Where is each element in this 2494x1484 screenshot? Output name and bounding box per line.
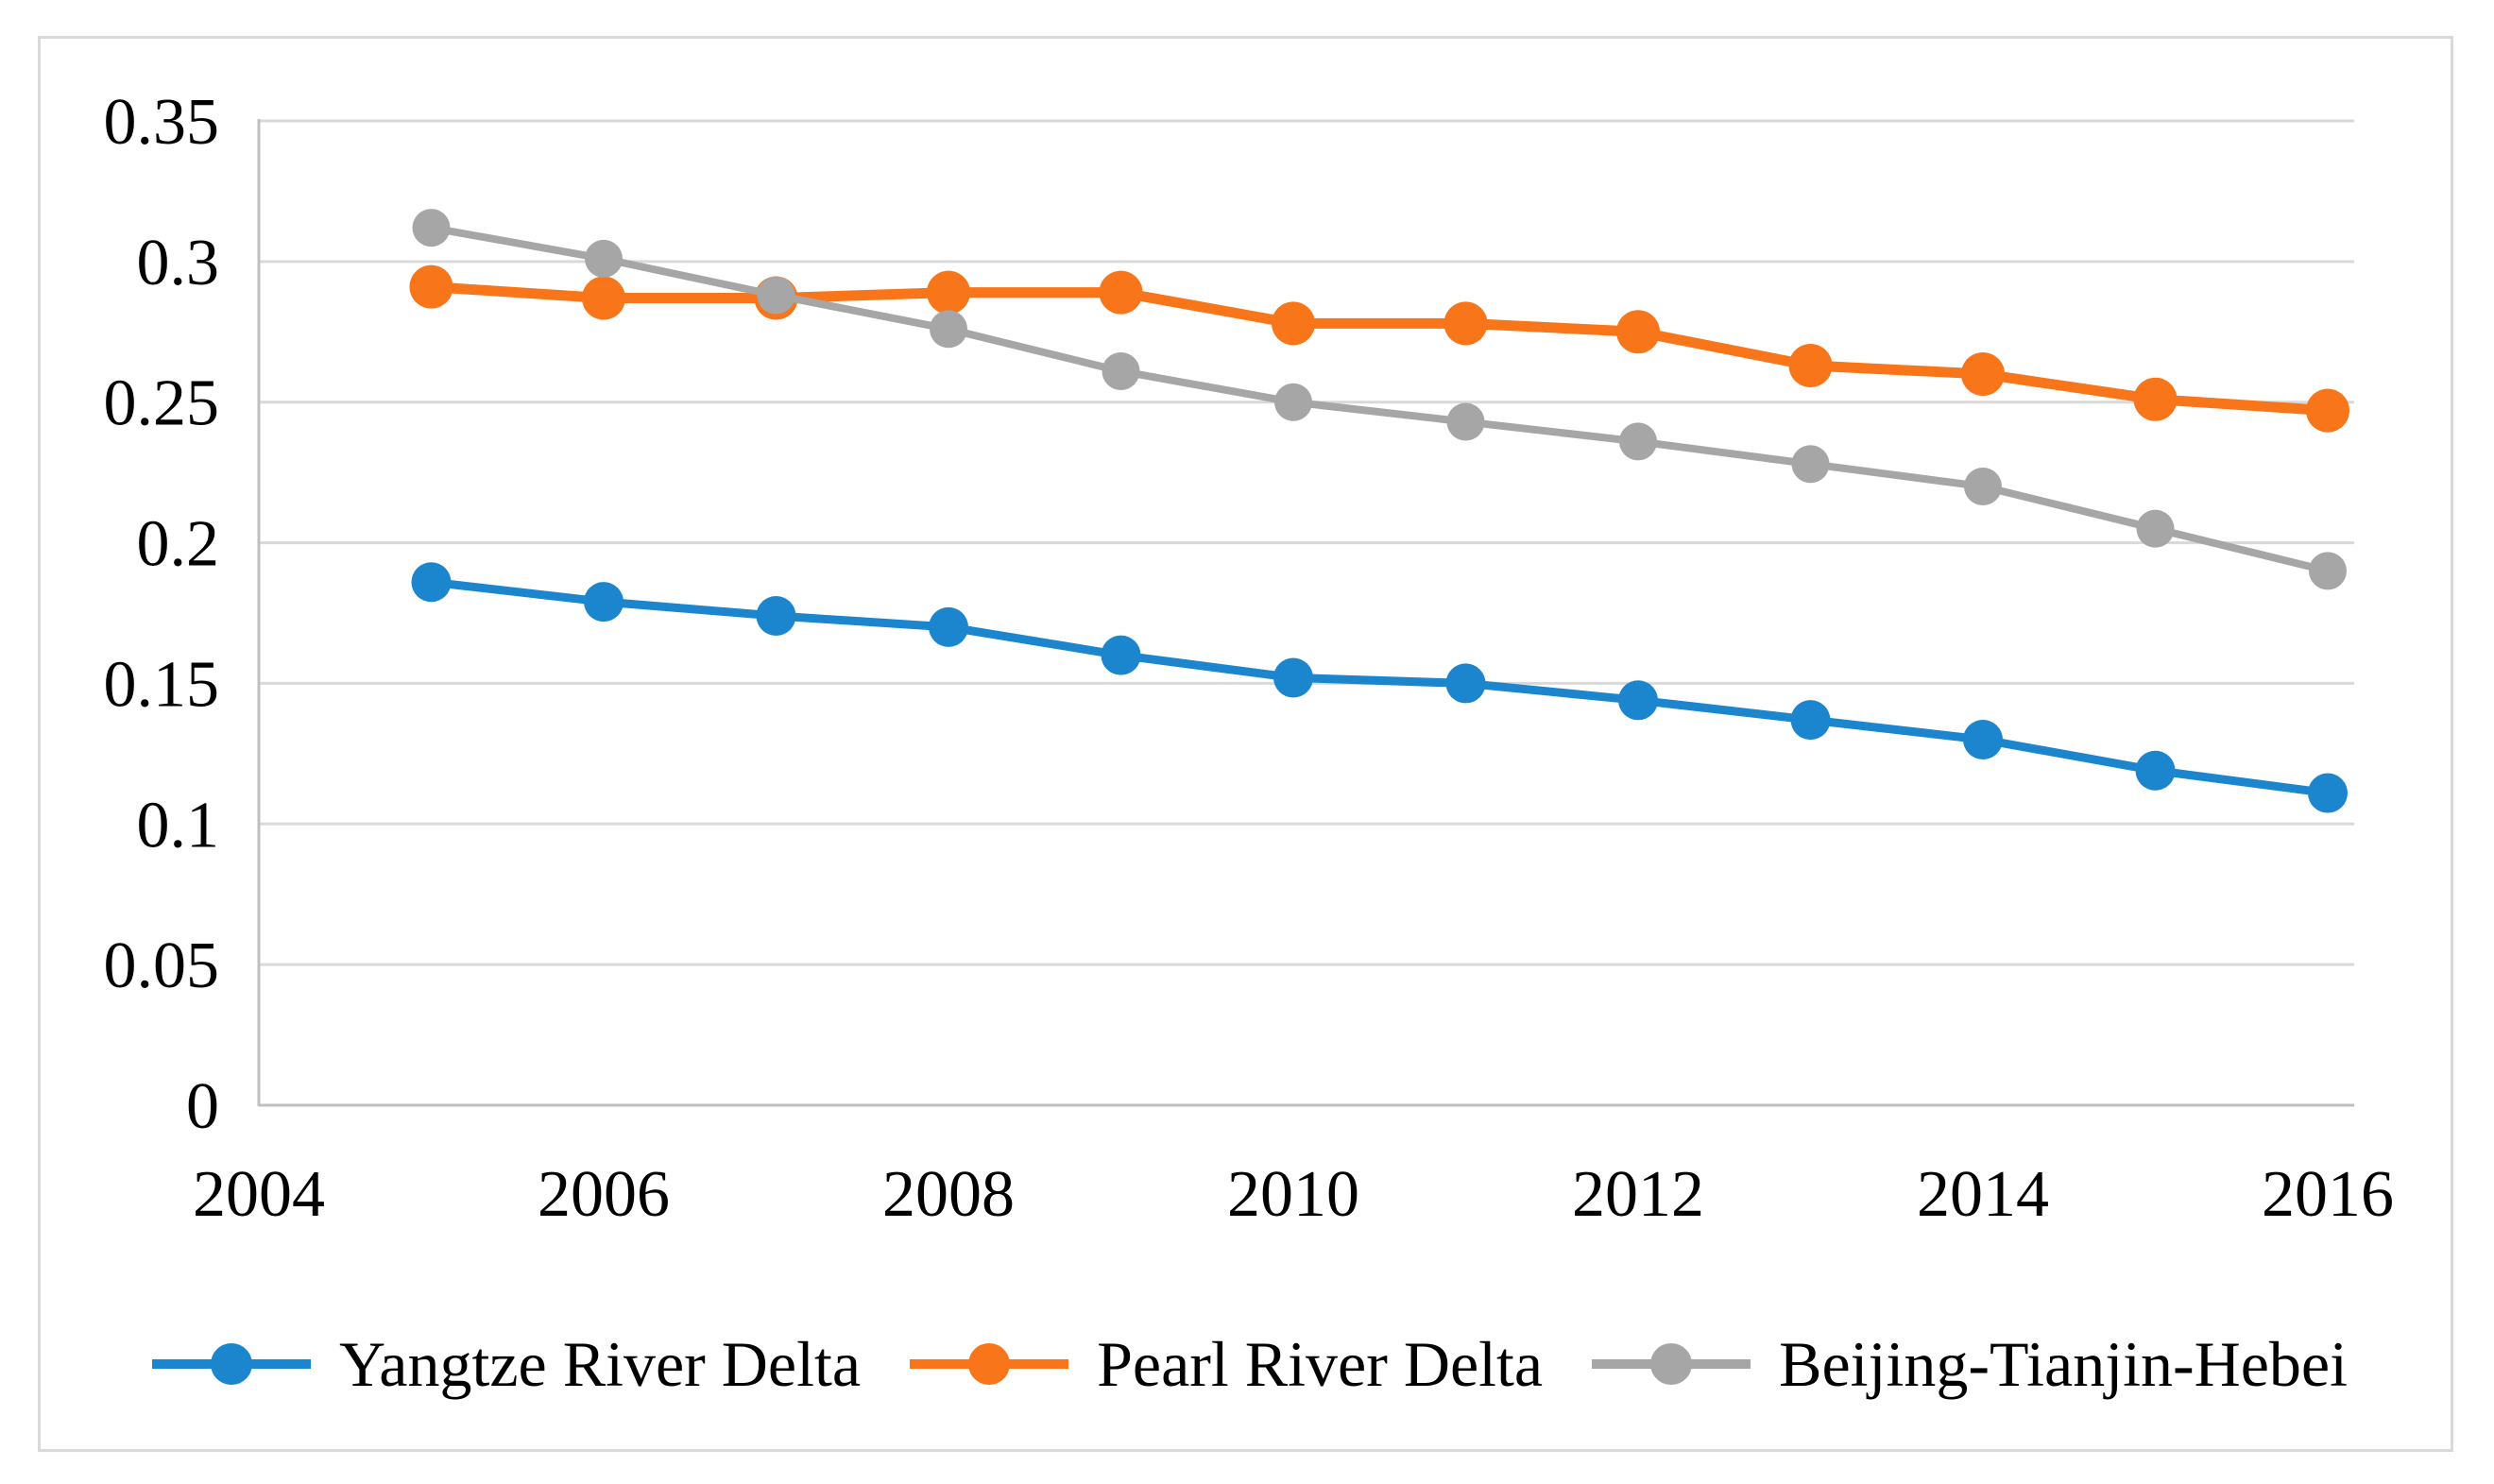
x-axis-labels: 2004 2006 2008 2010 2012 2014 2016 — [193, 1158, 2394, 1231]
data-point-beijing-tianjin-hebei-2008 — [930, 310, 967, 349]
x-tick-label: 2008 — [882, 1158, 1015, 1231]
gridlines — [259, 119, 2354, 1107]
x-tick-label: 2014 — [1917, 1158, 2049, 1231]
legend-dot — [968, 1343, 1011, 1385]
data-point-yangtze-river-delta-2016 — [2308, 773, 2348, 813]
legend-item-beijing-tianjin-hebei: Beijing-Tianjin-Hebei — [1586, 1332, 2348, 1396]
legend-item-yangtze-river-delta: Yangtze River Delta — [146, 1332, 861, 1396]
data-point-pearl-river-delta-2012 — [1616, 310, 1660, 354]
legend-marker-yangtze-river-delta — [151, 1343, 311, 1385]
data-point-beijing-tianjin-hebei-2015 — [2136, 509, 2175, 548]
chart-legend: Yangtze River Delta Pearl River Delta Beij… — [0, 1311, 2494, 1417]
x-tick-label: 2006 — [538, 1158, 670, 1231]
legend-label: Beijing-Tianjin-Hebei — [1779, 1328, 2348, 1400]
series-line-beijing-tianjin-hebei — [430, 224, 2329, 575]
data-point-beijing-tianjin-hebei-2009 — [1102, 351, 1140, 390]
y-tick-label: 0.2 — [137, 508, 220, 581]
y-tick-label: 0.1 — [137, 789, 220, 861]
data-point-pearl-river-delta-2005 — [409, 264, 453, 309]
x-tick-label: 2016 — [2262, 1158, 2394, 1231]
data-point-pearl-river-delta-2015 — [2133, 377, 2178, 421]
y-axis-labels: 0 0.05 0.1 0.15 0.2 0.25 0.3 0.35 — [104, 86, 220, 1143]
series-pearl-river-delta — [409, 264, 2349, 433]
legend-dot — [1650, 1343, 1693, 1385]
data-point-pearl-river-delta-2010 — [1272, 301, 1315, 346]
y-tick-label: 0.05 — [104, 930, 220, 1002]
y-tick-label: 0 — [186, 1070, 219, 1143]
y-tick-label: 0.35 — [104, 86, 220, 159]
data-point-beijing-tianjin-hebei-2011 — [1446, 402, 1485, 441]
data-point-pearl-river-delta-2013 — [1788, 344, 1833, 388]
data-point-pearl-river-delta-2009 — [1099, 270, 1143, 315]
data-point-beijing-tianjin-hebei-2005 — [412, 209, 451, 247]
y-tick-label: 0.25 — [104, 367, 220, 440]
y-tick-label: 0.3 — [137, 227, 220, 299]
x-tick-label: 2004 — [193, 1158, 325, 1231]
data-point-yangtze-river-delta-2015 — [2135, 750, 2176, 791]
series-beijing-tianjin-hebei — [412, 209, 2347, 590]
series-yangtze-river-delta — [411, 562, 2348, 813]
data-point-beijing-tianjin-hebei-2012 — [1619, 422, 1657, 461]
data-point-yangtze-river-delta-2007 — [756, 595, 796, 636]
data-point-pearl-river-delta-2016 — [2306, 388, 2349, 433]
series-line-pearl-river-delta — [431, 281, 2329, 417]
data-point-beijing-tianjin-hebei-2014 — [1964, 468, 2002, 506]
data-point-beijing-tianjin-hebei-2016 — [2309, 552, 2347, 590]
legend-label: Yangtze River Delta — [338, 1328, 862, 1400]
data-point-pearl-river-delta-2014 — [1961, 351, 2005, 396]
legend-item-pearl-river-delta: Pearl River Delta — [904, 1332, 1543, 1396]
legend-marker-pearl-river-delta — [910, 1343, 1069, 1385]
data-point-pearl-river-delta-2006 — [582, 276, 625, 320]
data-point-yangtze-river-delta-2010 — [1273, 657, 1313, 698]
series-line-yangtze-river-delta — [430, 577, 2329, 797]
data-point-yangtze-river-delta-2006 — [584, 582, 624, 623]
data-point-beijing-tianjin-hebei-2006 — [585, 239, 623, 278]
x-tick-label: 2010 — [1227, 1158, 1359, 1231]
data-point-beijing-tianjin-hebei-2010 — [1274, 383, 1312, 421]
data-point-yangtze-river-delta-2013 — [1790, 700, 1831, 741]
data-point-yangtze-river-delta-2005 — [411, 562, 452, 603]
data-point-yangtze-river-delta-2012 — [1618, 680, 1658, 721]
data-point-yangtze-river-delta-2011 — [1445, 663, 1486, 704]
x-tick-label: 2012 — [1572, 1158, 1704, 1231]
y-tick-label: 0.15 — [104, 648, 220, 721]
data-point-pearl-river-delta-2008 — [927, 270, 970, 315]
legend-label: Pearl River Delta — [1097, 1328, 1544, 1400]
data-point-yangtze-river-delta-2014 — [1963, 719, 2003, 759]
legend-marker-beijing-tianjin-hebei — [1592, 1343, 1751, 1385]
legend-dot — [210, 1343, 252, 1385]
data-point-yangtze-river-delta-2008 — [929, 606, 968, 647]
data-point-yangtze-river-delta-2009 — [1101, 635, 1141, 675]
data-point-beijing-tianjin-hebei-2007 — [757, 276, 795, 315]
data-point-pearl-river-delta-2011 — [1443, 301, 1488, 346]
data-point-beijing-tianjin-hebei-2013 — [1791, 445, 1830, 484]
